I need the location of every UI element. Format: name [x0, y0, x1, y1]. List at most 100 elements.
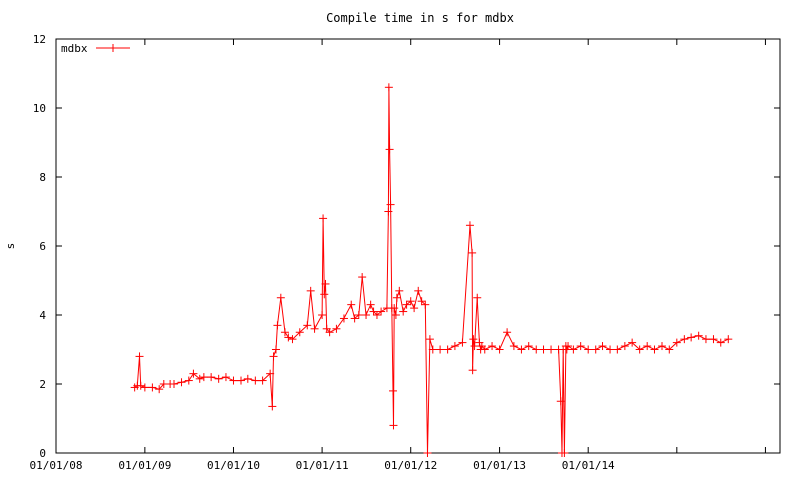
- data-point: [385, 145, 394, 154]
- x-tick-label-2: 01/01/10: [207, 459, 260, 472]
- data-point: [155, 385, 164, 394]
- data-point: [532, 345, 541, 354]
- data-point: [613, 345, 622, 354]
- data-point: [372, 311, 381, 319]
- y-axis-ticks: 0 2 4 6 8 10 12: [33, 33, 780, 460]
- data-point: [488, 342, 497, 351]
- data-point: [650, 345, 659, 354]
- x-tick-label-4: 01/01/12: [384, 459, 437, 472]
- y-axis-label: s: [4, 243, 17, 250]
- series-line-0: [134, 87, 729, 454]
- data-point: [303, 321, 312, 330]
- data-point: [350, 314, 359, 323]
- x-tick-label-1: 01/01/09: [118, 459, 171, 472]
- data-point: [306, 286, 315, 295]
- data-point: [189, 369, 198, 378]
- data-point: [468, 248, 477, 257]
- data-point: [425, 335, 434, 344]
- data-point: [560, 449, 569, 457]
- x-tick-label-3: 01/01/11: [296, 459, 349, 472]
- data-point: [423, 449, 432, 457]
- data-point: [135, 352, 144, 361]
- data-point: [556, 397, 565, 406]
- legend: mdbx: [61, 42, 130, 55]
- data-point: [524, 342, 533, 351]
- data-point: [672, 338, 681, 347]
- data-point: [169, 380, 178, 388]
- data-point: [450, 342, 459, 351]
- y-tick-label-6: 12: [33, 33, 46, 46]
- data-point: [229, 376, 238, 385]
- data-point: [362, 311, 371, 319]
- legend-label-mdbx: mdbx: [61, 42, 88, 55]
- x-tick-label-0: 01/01/08: [30, 459, 83, 472]
- data-point: [321, 279, 330, 288]
- data-point: [273, 321, 282, 330]
- data-point: [495, 345, 504, 354]
- data-point: [269, 352, 278, 361]
- data-point: [391, 311, 400, 319]
- data-point: [295, 328, 304, 337]
- data-point: [643, 342, 652, 351]
- data-point: [268, 402, 277, 411]
- data-point: [251, 376, 260, 385]
- data-point: [470, 342, 479, 351]
- data-point: [325, 328, 334, 337]
- data-point: [140, 383, 149, 392]
- data-point: [221, 373, 230, 382]
- data-point: [406, 297, 415, 306]
- data-point: [266, 369, 275, 378]
- x-axis-ticks: 01/01/08 01/01/09 01/01/10 01/01/11 01/01/12…: [30, 39, 766, 472]
- data-point: [417, 297, 426, 306]
- data-point: [414, 286, 423, 295]
- series-mdbx: [130, 83, 733, 457]
- data-point: [628, 338, 637, 347]
- data-point: [724, 335, 733, 344]
- data-point: [564, 342, 573, 351]
- data-point: [392, 293, 401, 302]
- data-point: [148, 383, 157, 392]
- data-point: [665, 345, 674, 354]
- data-point: [347, 300, 356, 309]
- y-tick-label-0: 0: [39, 447, 46, 460]
- data-point: [284, 333, 293, 342]
- data-point: [319, 214, 328, 223]
- data-point: [207, 373, 216, 382]
- y-tick-label-3: 6: [39, 240, 46, 253]
- data-point: [377, 307, 386, 316]
- data-point: [547, 345, 556, 354]
- data-point: [694, 331, 703, 340]
- data-point: [658, 342, 667, 351]
- data-point: [473, 293, 482, 302]
- x-tick-label-6: 01/01/14: [562, 459, 615, 472]
- data-point: [598, 342, 607, 351]
- data-point: [354, 311, 363, 319]
- data-point: [576, 342, 585, 351]
- data-point: [395, 286, 404, 295]
- data-point: [591, 345, 600, 354]
- data-point: [584, 345, 593, 354]
- data-point: [276, 293, 285, 302]
- data-point: [369, 307, 378, 316]
- data-point: [421, 300, 430, 309]
- data-point: [709, 335, 718, 344]
- data-point: [402, 300, 411, 309]
- data-point: [384, 207, 393, 216]
- data-point: [332, 324, 341, 333]
- data-point: [687, 333, 696, 342]
- data-point: [539, 345, 548, 354]
- data-point: [458, 338, 467, 347]
- data-point: [288, 335, 297, 344]
- data-point: [716, 338, 725, 347]
- data-point: [389, 421, 398, 430]
- data-point: [410, 304, 419, 313]
- data-point: [701, 335, 710, 344]
- data-point: [339, 314, 348, 323]
- plot-frame: [55, 38, 781, 454]
- data-point: [195, 374, 204, 383]
- data-point: [184, 376, 193, 385]
- data-point: [390, 304, 399, 313]
- data-point: [509, 342, 518, 351]
- data-point: [358, 273, 367, 282]
